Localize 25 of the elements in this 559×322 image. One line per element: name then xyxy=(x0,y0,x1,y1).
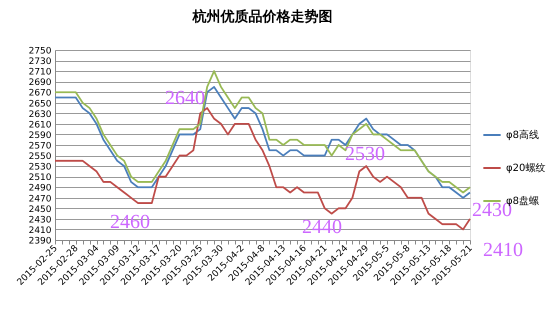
y-tick-label: 2590 xyxy=(28,130,52,141)
y-tick-label: 2550 xyxy=(28,152,52,162)
chart-title: 杭州优质品价格走势图 xyxy=(192,8,332,25)
y-tick-label: 2570 xyxy=(28,142,52,152)
legend-label: φ20螺纹 xyxy=(506,162,546,174)
y-tick-label: 2730 xyxy=(28,57,52,68)
y-tick-label: 2610 xyxy=(28,120,52,130)
y-tick-label: 2510 xyxy=(28,173,52,184)
y-tick-label: 2650 xyxy=(28,99,52,110)
line-series xyxy=(54,70,471,194)
y-tick-label: 2710 xyxy=(28,68,52,78)
y-tick-label: 2490 xyxy=(28,184,52,194)
line-series xyxy=(54,86,471,199)
y-tick-label: 2630 xyxy=(28,110,52,120)
y-tick-label: 2750 xyxy=(28,46,52,56)
y-tick-label: 2470 xyxy=(28,194,52,204)
legend-label: φ8高线 xyxy=(506,129,539,141)
y-tick-label: 2530 xyxy=(28,162,52,173)
text: 2410 xyxy=(483,239,523,261)
y-tick-label: 2390 xyxy=(28,236,52,246)
y-tick-label: 2430 xyxy=(28,215,52,226)
y-tick-label: 2690 xyxy=(28,78,52,88)
y-tick-label: 2410 xyxy=(28,226,52,236)
y-tick-label: 2450 xyxy=(28,204,52,215)
y-tick-label: 2670 xyxy=(28,88,52,99)
